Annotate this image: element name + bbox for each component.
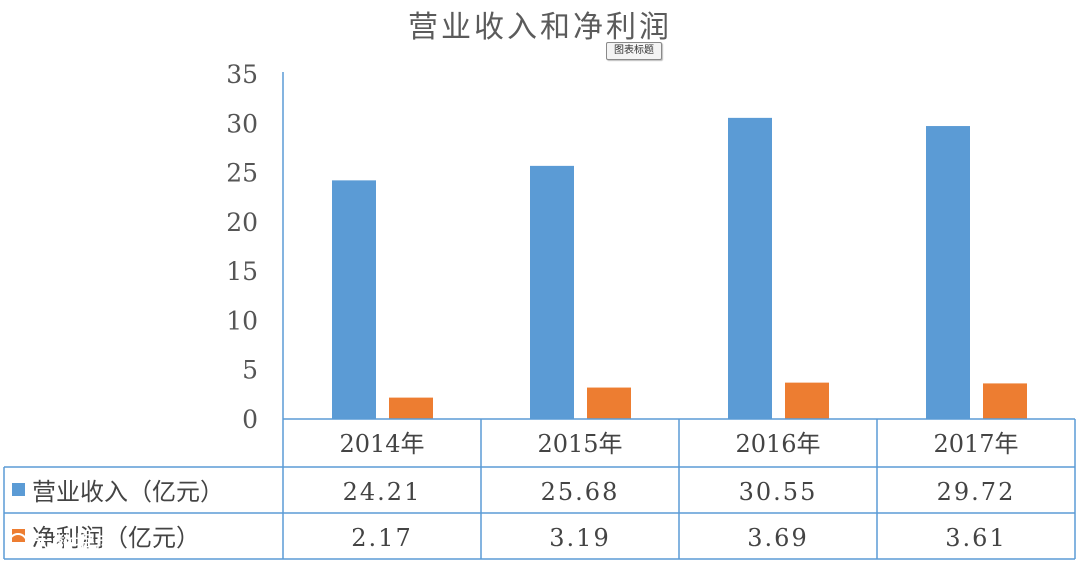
legend-label: 净利润（亿元） [32, 524, 200, 552]
bars [332, 117, 1027, 419]
bar-net-profit [983, 383, 1027, 419]
legend-label: 营业收入（亿元） [32, 478, 224, 506]
y-tick-label: 15 [226, 257, 258, 286]
data-table-value: 3.19 [549, 524, 610, 552]
data-table-value: 3.61 [945, 524, 1006, 552]
data-table-value: 29.72 [937, 478, 1016, 506]
watermark: 大数据库 [8, 532, 116, 556]
y-tick-label: 25 [226, 159, 258, 188]
data-table-value: 3.69 [747, 524, 808, 552]
bar-revenue [728, 117, 772, 419]
chart-title-tooltip[interactable]: 图表标题 [606, 42, 662, 60]
bar-revenue [926, 126, 970, 419]
data-table-value: 2.17 [351, 524, 412, 552]
data-table-value: 25.68 [541, 478, 620, 506]
legend-key [12, 529, 25, 542]
watermark-text: 大数据库 [32, 532, 116, 556]
y-tick-label: 30 [226, 109, 258, 138]
legend-key [12, 483, 25, 496]
y-tick-label: 35 [226, 60, 258, 89]
data-table-value: 30.55 [739, 478, 818, 506]
x-category-label: 2015年 [537, 430, 622, 458]
y-axis-ticks: 0 5 10 15 20 25 30 35 [226, 60, 258, 434]
y-tick-label: 0 [242, 405, 258, 434]
bar-net-profit [587, 387, 631, 419]
watermark-icon [8, 533, 28, 553]
y-tick-label: 20 [226, 208, 258, 237]
bar-revenue [332, 180, 376, 419]
x-category-label: 2016年 [735, 430, 820, 458]
chart-title: 营业收入和净利润 [408, 10, 672, 45]
bar-revenue [530, 165, 574, 419]
y-tick-label: 5 [242, 356, 258, 385]
bar-net-profit [389, 397, 433, 419]
x-category-label: 2014年 [339, 430, 424, 458]
data-table-value: 24.21 [343, 478, 422, 506]
bar-net-profit [785, 382, 829, 419]
y-tick-label: 10 [226, 306, 258, 335]
x-category-label: 2017年 [933, 430, 1018, 458]
